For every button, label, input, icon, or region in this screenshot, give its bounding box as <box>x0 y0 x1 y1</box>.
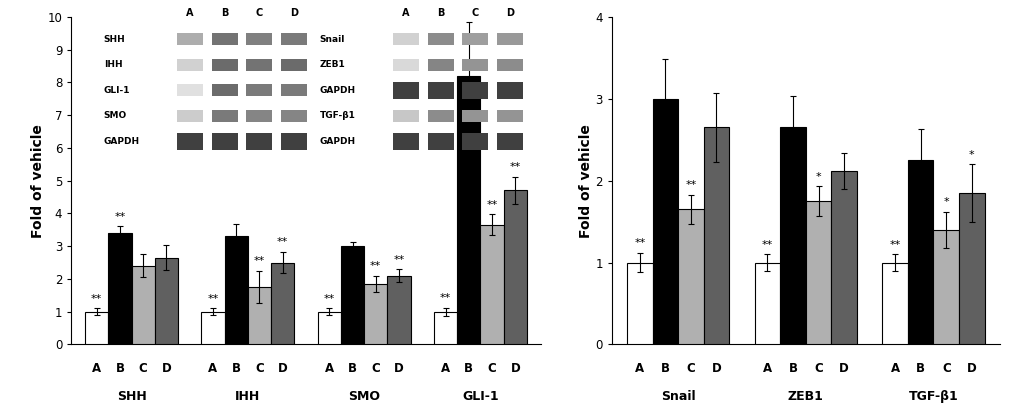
Bar <box>780 127 805 344</box>
Text: A: A <box>440 362 449 375</box>
Bar <box>340 246 364 344</box>
Text: **: ** <box>889 240 900 250</box>
Bar <box>958 193 983 344</box>
Text: D: D <box>510 362 520 375</box>
Bar <box>830 171 856 344</box>
Text: TGF-β1: TGF-β1 <box>908 390 958 403</box>
Bar <box>224 236 248 344</box>
Text: C: C <box>255 362 264 375</box>
Y-axis label: Fold of vehicle: Fold of vehicle <box>31 123 45 238</box>
Bar <box>703 127 729 344</box>
Bar <box>754 262 780 344</box>
Text: A: A <box>324 362 333 375</box>
Bar <box>387 276 411 344</box>
Text: ZEB1: ZEB1 <box>787 390 823 403</box>
Text: C: C <box>941 362 950 375</box>
Text: **: ** <box>393 255 405 265</box>
Text: C: C <box>813 362 822 375</box>
Text: Snail: Snail <box>660 390 695 403</box>
Text: A: A <box>762 362 771 375</box>
Text: SHH: SHH <box>116 390 147 403</box>
Bar <box>155 257 178 344</box>
Bar <box>457 76 480 344</box>
Text: B: B <box>660 362 669 375</box>
Bar <box>131 266 155 344</box>
Text: B: B <box>464 362 473 375</box>
Bar <box>317 312 340 344</box>
Bar <box>271 262 294 344</box>
Text: **: ** <box>254 257 265 266</box>
Text: B: B <box>788 362 797 375</box>
Text: A: A <box>635 362 644 375</box>
Text: *: * <box>943 197 948 207</box>
Bar <box>480 225 503 344</box>
Text: **: ** <box>114 212 125 221</box>
Bar <box>932 230 958 344</box>
Text: **: ** <box>323 294 334 304</box>
Bar <box>364 284 387 344</box>
Text: SMO: SMO <box>347 390 380 403</box>
Bar <box>652 99 678 344</box>
Text: D: D <box>839 362 848 375</box>
Bar <box>627 262 652 344</box>
Text: *: * <box>968 150 974 160</box>
Text: D: D <box>393 362 404 375</box>
Text: B: B <box>915 362 924 375</box>
Bar <box>201 312 224 344</box>
Text: C: C <box>371 362 380 375</box>
Text: **: ** <box>439 294 450 303</box>
Text: D: D <box>966 362 976 375</box>
Text: A: A <box>208 362 217 375</box>
Text: B: B <box>347 362 357 375</box>
Text: **: ** <box>634 239 645 248</box>
Y-axis label: Fold of vehicle: Fold of vehicle <box>578 123 592 238</box>
Text: B: B <box>231 362 240 375</box>
Text: **: ** <box>277 237 288 247</box>
Bar <box>907 160 932 344</box>
Text: D: D <box>161 362 171 375</box>
Text: *: * <box>815 172 820 182</box>
Text: A: A <box>890 362 899 375</box>
Text: C: C <box>487 362 496 375</box>
Text: **: ** <box>486 200 497 210</box>
Bar <box>85 312 108 344</box>
Bar <box>805 201 830 344</box>
Bar <box>433 312 457 344</box>
Text: **: ** <box>207 294 218 304</box>
Bar <box>248 287 271 344</box>
Text: **: ** <box>761 240 772 250</box>
Text: **: ** <box>91 294 102 304</box>
Text: GLI-1: GLI-1 <box>462 390 498 403</box>
Text: D: D <box>277 362 287 375</box>
Bar <box>678 209 703 344</box>
Bar <box>503 190 527 344</box>
Bar <box>881 262 907 344</box>
Text: B: B <box>115 362 124 375</box>
Text: C: C <box>686 362 695 375</box>
Text: C: C <box>139 362 148 375</box>
Text: **: ** <box>685 180 696 190</box>
Bar <box>108 233 131 344</box>
Text: **: ** <box>510 163 521 172</box>
Text: D: D <box>711 362 720 375</box>
Text: A: A <box>92 362 101 375</box>
Text: IHH: IHH <box>235 390 260 403</box>
Text: **: ** <box>370 261 381 271</box>
